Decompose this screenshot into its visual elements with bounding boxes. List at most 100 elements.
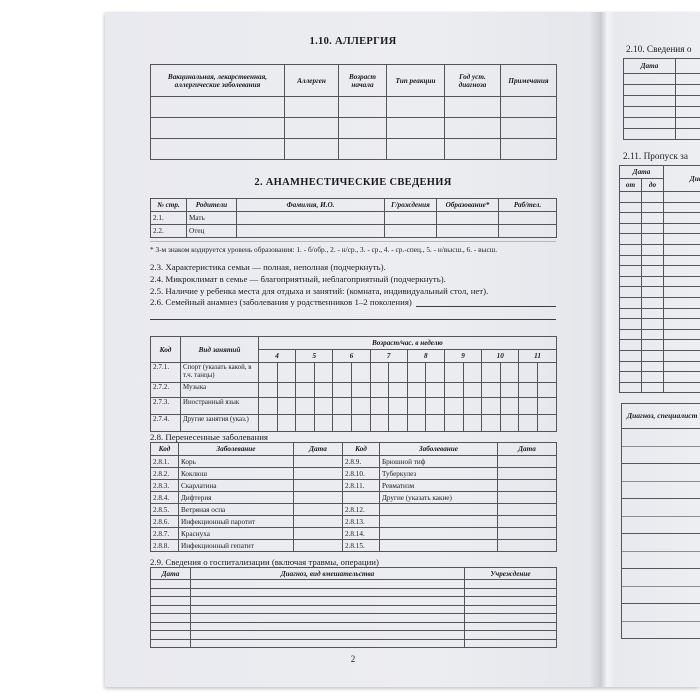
allergy-title: 1.10. АЛЛЕРГИЯ bbox=[309, 36, 397, 47]
empty-cell bbox=[444, 138, 501, 160]
column-header: Возраст начала bbox=[338, 64, 387, 97]
section-211-table: Дата Диагноз от до bbox=[618, 165, 700, 394]
table-row bbox=[621, 533, 700, 569]
empty-cell bbox=[623, 95, 676, 107]
empty-cell bbox=[464, 604, 557, 614]
empty-cell bbox=[675, 84, 700, 96]
empty-cell bbox=[675, 106, 700, 118]
empty-cell bbox=[425, 397, 445, 415]
empty-cell bbox=[640, 371, 665, 383]
empty-cell bbox=[663, 328, 700, 341]
allergy-header-row: Вакцинальная, лекарственная, аллергическ… bbox=[150, 64, 557, 97]
age-column-header: 8 bbox=[406, 349, 445, 363]
empty-cell bbox=[236, 211, 385, 225]
table-row bbox=[619, 212, 700, 224]
empty-cell bbox=[536, 397, 557, 415]
table-cell: Корь bbox=[178, 455, 294, 468]
empty-cell bbox=[536, 414, 557, 432]
table-cell: 2.8.1. bbox=[150, 455, 179, 468]
empty-cell bbox=[369, 414, 390, 432]
empty-cell bbox=[663, 222, 700, 235]
diseases-table: Код Заболевание Дата Код Заболевание Дат… bbox=[150, 442, 557, 552]
empty-cell bbox=[663, 307, 700, 320]
empty-cell bbox=[497, 455, 557, 468]
table-cell: 2.8.10. bbox=[342, 467, 380, 480]
empty-cell bbox=[150, 579, 191, 589]
family-anamnesis-text: 2.6. Семейный анамнез (заболевания у род… bbox=[150, 297, 412, 308]
column-header: Код bbox=[150, 336, 181, 363]
empty-cell bbox=[190, 587, 465, 597]
table-cell: 2.8.3. bbox=[150, 479, 179, 492]
empty-cell bbox=[536, 382, 557, 398]
table-cell: 2.7.3. bbox=[150, 397, 181, 415]
table-row bbox=[619, 233, 700, 245]
empty-cell bbox=[350, 362, 371, 383]
empty-cell bbox=[619, 381, 642, 394]
empty-cell bbox=[499, 414, 520, 432]
table-cell: 2.7.1. bbox=[150, 362, 181, 383]
empty-cell bbox=[443, 397, 464, 415]
hospitalization-table: Дата Диагноз, вид вмешательства Учрежден… bbox=[150, 567, 557, 648]
empty-cell bbox=[518, 397, 538, 415]
table-row bbox=[619, 371, 700, 383]
empty-cell bbox=[369, 382, 390, 398]
table-row bbox=[619, 328, 700, 341]
empty-cell bbox=[425, 382, 445, 398]
empty-cell bbox=[619, 191, 642, 203]
empty-cell bbox=[675, 128, 700, 140]
education-footnote: * 3-м знаком кодируется уровень образова… bbox=[150, 245, 498, 254]
empty-cell bbox=[619, 243, 642, 256]
table-cell: Туберкулез bbox=[379, 467, 498, 480]
empty-cell bbox=[623, 73, 676, 85]
table-row bbox=[619, 381, 700, 394]
empty-cell bbox=[443, 414, 464, 432]
column-header: до bbox=[640, 178, 665, 192]
empty-cell bbox=[369, 397, 390, 415]
empty-cell bbox=[500, 117, 557, 139]
table-row: 2.8.6. Инфекционный паротит 2.8.13. bbox=[150, 515, 557, 528]
empty-cell bbox=[497, 479, 557, 492]
table-row: 2.8.5. Ветряная оспа 2.8.12. bbox=[150, 503, 557, 516]
empty-cell bbox=[150, 587, 191, 597]
empty-cell bbox=[663, 254, 700, 267]
empty-cell bbox=[406, 362, 427, 383]
table-row bbox=[150, 630, 557, 640]
table-row bbox=[150, 621, 557, 631]
empty-cell bbox=[663, 191, 700, 203]
empty-cell bbox=[190, 604, 465, 614]
table-cell: Мать bbox=[186, 211, 237, 225]
family-items: 2.3. Характеристика семьи — полная, непо… bbox=[150, 262, 556, 309]
empty-cell bbox=[295, 414, 315, 432]
column-header: Дата bbox=[618, 165, 665, 179]
section-211-header-row: Дата Диагноз bbox=[618, 165, 700, 192]
table-row bbox=[619, 254, 700, 267]
table-row bbox=[621, 568, 700, 604]
empty-cell bbox=[190, 596, 465, 606]
empty-cell bbox=[384, 211, 437, 225]
column-header: Диагноз, вид вмешательства bbox=[190, 567, 465, 580]
empty-cell bbox=[406, 414, 427, 432]
table-row bbox=[623, 73, 700, 85]
table-row bbox=[619, 286, 700, 298]
empty-cell bbox=[350, 382, 371, 398]
empty-cell bbox=[619, 233, 642, 245]
empty-cell bbox=[640, 307, 665, 320]
column-header: Дата bbox=[293, 442, 343, 456]
table-row bbox=[619, 191, 700, 203]
empty-cell bbox=[619, 286, 642, 298]
anamnesis-title: 2. АНАМНЕСТИЧЕСКИЕ СВЕДЕНИЯ bbox=[254, 177, 452, 188]
empty-cell bbox=[464, 579, 557, 589]
empty-cell bbox=[190, 621, 465, 631]
empty-cell bbox=[500, 96, 557, 118]
empty-cell bbox=[498, 224, 557, 238]
empty-cell bbox=[313, 397, 334, 415]
empty-cell bbox=[640, 233, 665, 245]
empty-cell bbox=[663, 360, 700, 373]
section-211-title: 2.11. Пропуск за bbox=[623, 152, 688, 162]
empty-cell bbox=[313, 362, 334, 383]
table-row bbox=[619, 265, 700, 277]
empty-cell bbox=[640, 212, 665, 224]
empty-cell bbox=[619, 328, 642, 341]
column-header: Примечания bbox=[500, 64, 557, 97]
